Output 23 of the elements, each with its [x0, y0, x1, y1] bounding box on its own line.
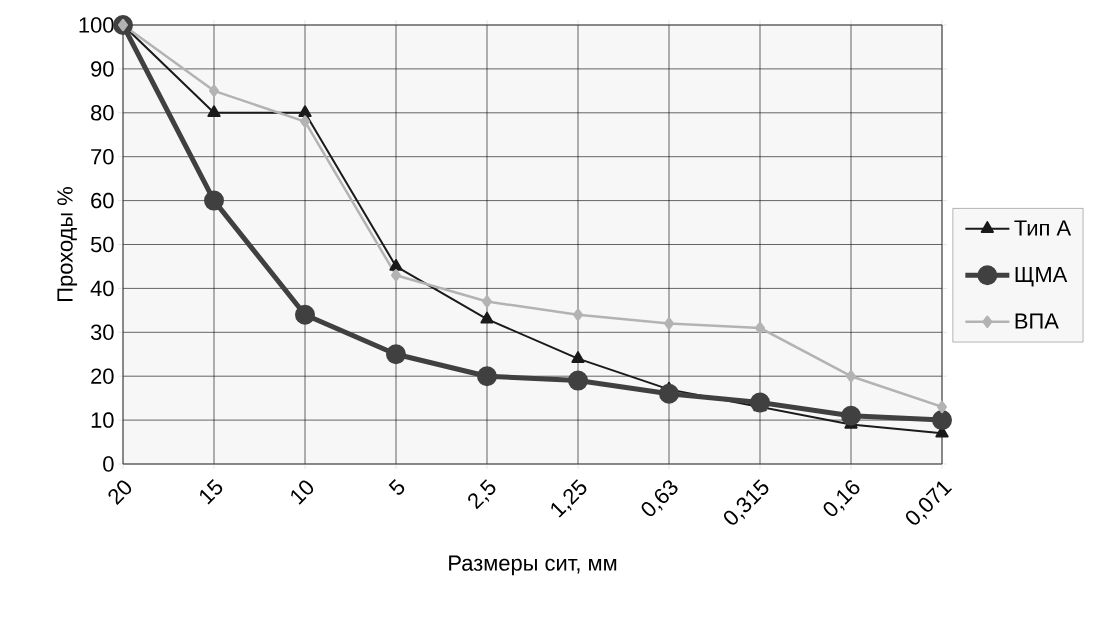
x-tick-label: 15: [199, 479, 223, 505]
y-tick-label: 90: [91, 61, 114, 77]
y-tick-label: 80: [91, 105, 114, 121]
x-tick-label: 10: [291, 480, 314, 505]
y-tick-label: 60: [91, 192, 114, 209]
y-tick-label: 10: [91, 412, 114, 428]
x-tick-label: 5: [388, 479, 405, 495]
y-tick-label: 0: [103, 456, 114, 472]
x-tick-label: 20: [108, 480, 132, 506]
x-axis-title: Размеры сит, мм: [449, 555, 617, 576]
x-tick-label: 0,16: [823, 480, 860, 517]
y-tick-label: 30: [90, 324, 114, 341]
y-tick-label: 40: [90, 280, 114, 297]
y-tick-label: 100: [79, 17, 114, 33]
legend-label: ВПА: [1015, 313, 1059, 329]
y-axis-title: Проходы %: [57, 187, 78, 301]
y-tick-label: 20: [91, 368, 114, 384]
legend-label: ЩМА: [1015, 266, 1068, 287]
legend-label: Тип А: [1014, 220, 1072, 236]
y-tick-label: 50: [90, 236, 114, 253]
x-tick-label: 2,5: [468, 479, 496, 510]
y-tick-label: 70: [91, 148, 114, 165]
x-tick-label: 0,63: [641, 480, 678, 517]
